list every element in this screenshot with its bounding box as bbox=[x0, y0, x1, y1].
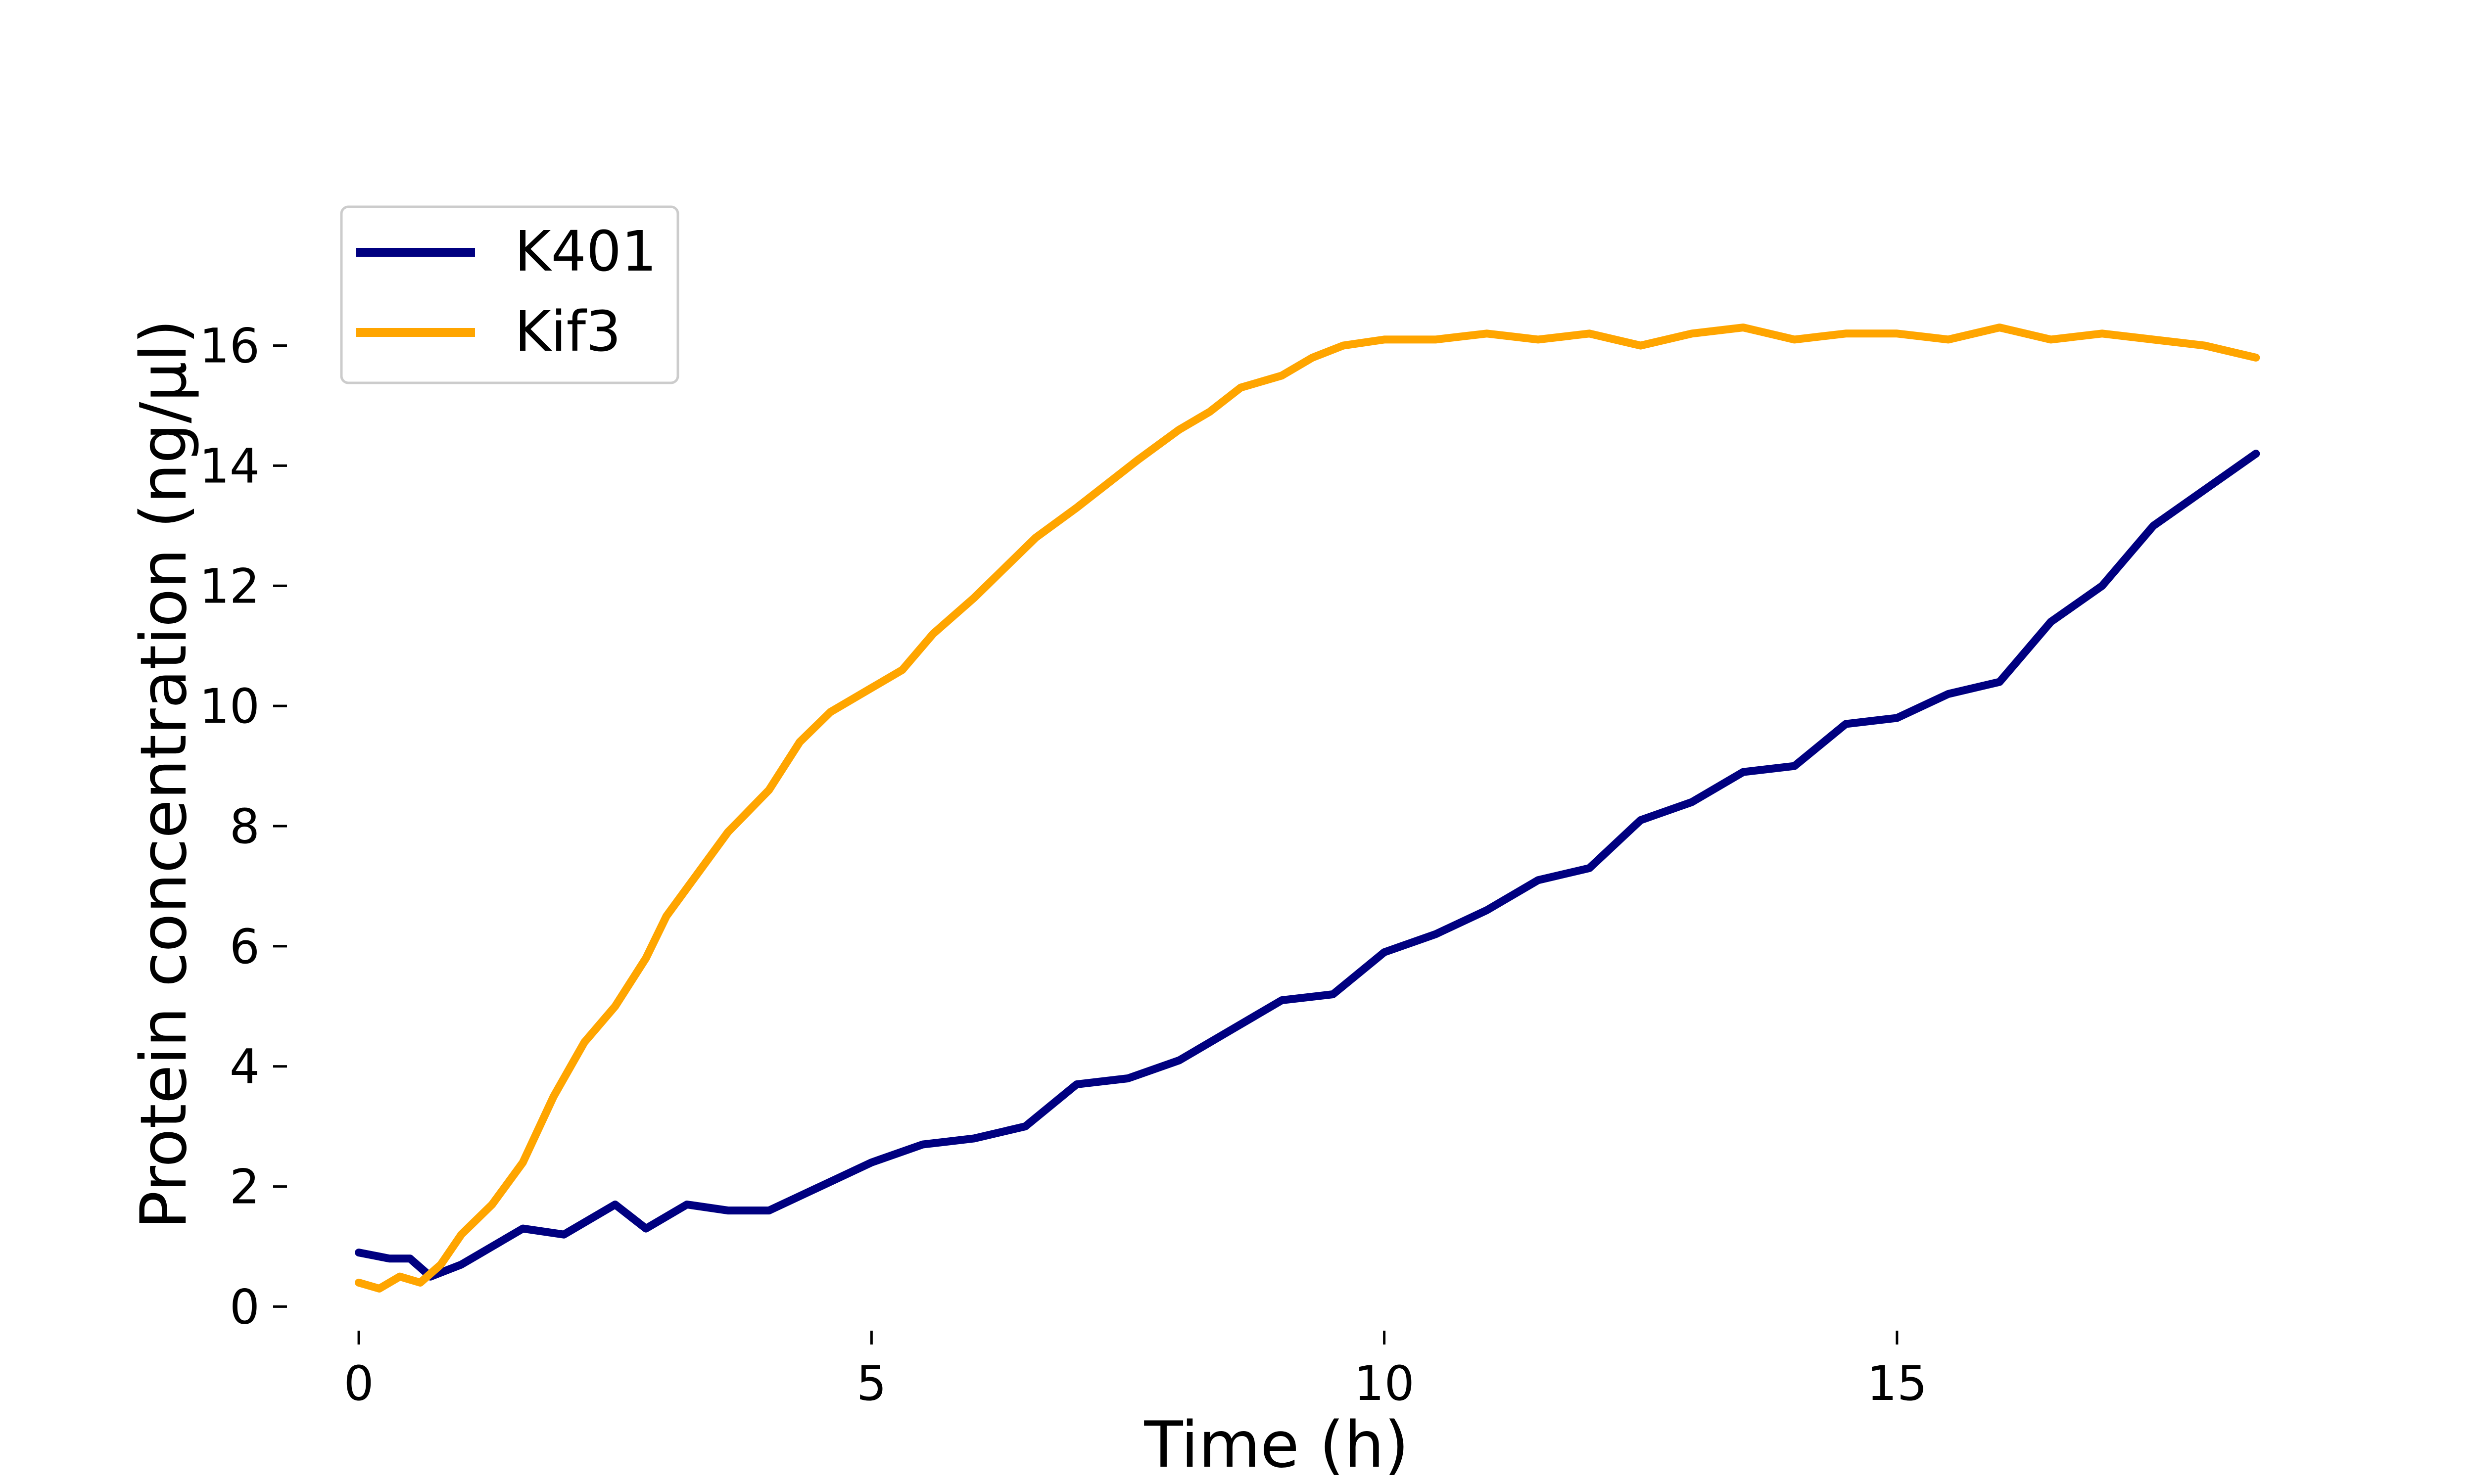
x-axis: 0 5 10 15 bbox=[344, 1331, 1927, 1411]
y-tick-label: 8 bbox=[230, 799, 260, 854]
x-tick-label: 5 bbox=[856, 1356, 887, 1411]
series-line-kif3 bbox=[355, 324, 2260, 1293]
series-line-k401 bbox=[355, 450, 2260, 1281]
y-tick-label: 2 bbox=[230, 1159, 260, 1215]
x-axis-title: Time (h) bbox=[1144, 1408, 1409, 1482]
y-axis-title: Protein concentration (ng/µl) bbox=[127, 320, 201, 1229]
legend: K401 Kif3 bbox=[340, 205, 679, 384]
y-axis: 0 2 4 6 8 10 12 14 16 bbox=[199, 319, 287, 1335]
y-tick-label: 16 bbox=[199, 319, 260, 374]
x-tick-label: 0 bbox=[344, 1356, 374, 1411]
plot-area: 0 2 4 6 8 10 12 14 16 0 5 10 15 bbox=[199, 319, 2260, 1411]
legend-label-kif3: Kif3 bbox=[515, 300, 621, 364]
y-tick-label: 14 bbox=[199, 438, 260, 494]
series-layer bbox=[355, 324, 2260, 1293]
y-tick-label: 12 bbox=[199, 558, 260, 614]
legend-label-k401: K401 bbox=[515, 220, 657, 284]
x-tick-label: 15 bbox=[1867, 1356, 1927, 1411]
x-tick-label: 10 bbox=[1354, 1356, 1415, 1411]
y-tick-label: 4 bbox=[230, 1039, 260, 1095]
y-tick-label: 6 bbox=[230, 919, 260, 974]
y-tick-label: 10 bbox=[199, 679, 260, 734]
y-tick-label: 0 bbox=[230, 1279, 260, 1335]
